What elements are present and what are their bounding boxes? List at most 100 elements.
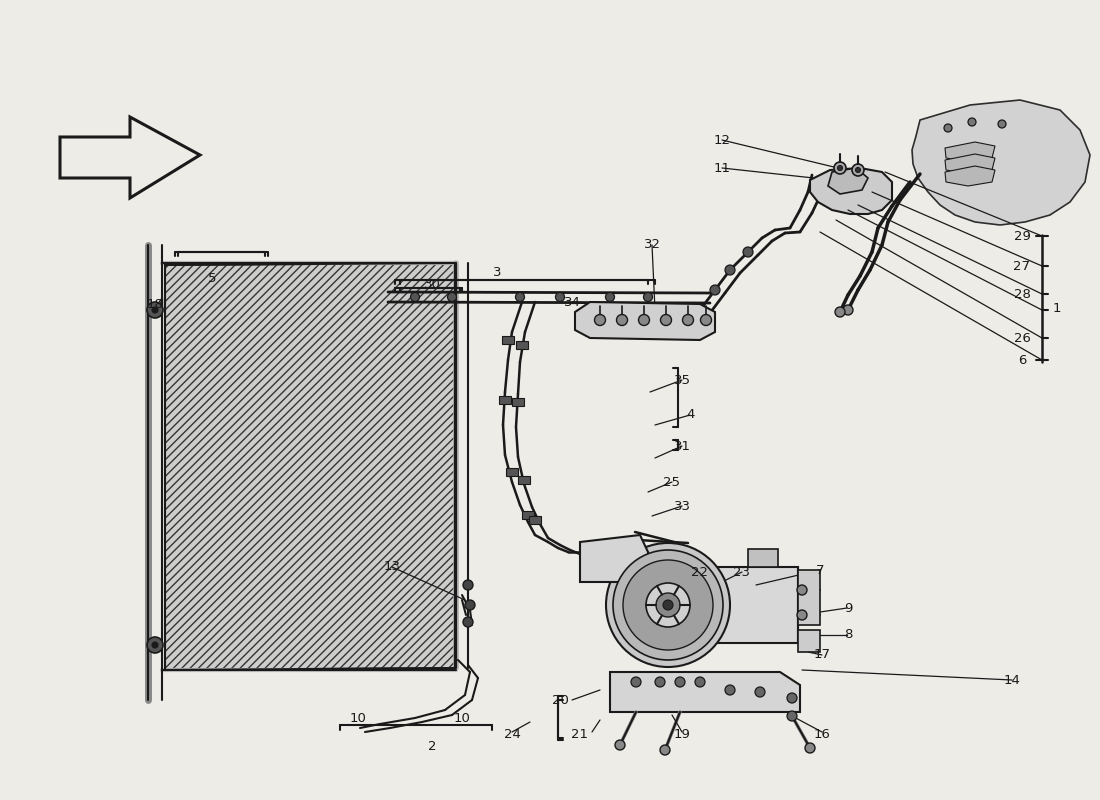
Circle shape (660, 745, 670, 755)
Bar (499, 396, 512, 404)
Circle shape (695, 677, 705, 687)
Circle shape (843, 305, 852, 315)
Circle shape (663, 600, 673, 610)
Polygon shape (810, 168, 892, 214)
Polygon shape (580, 535, 648, 582)
Circle shape (152, 642, 158, 648)
Circle shape (755, 687, 764, 697)
Bar (506, 468, 518, 476)
Circle shape (805, 743, 815, 753)
Text: 27: 27 (1013, 259, 1031, 273)
Text: 35: 35 (673, 374, 691, 386)
Polygon shape (610, 672, 800, 712)
Text: 8: 8 (844, 629, 852, 642)
Circle shape (998, 120, 1006, 128)
Polygon shape (828, 168, 868, 194)
Circle shape (654, 677, 666, 687)
Text: 22: 22 (692, 566, 708, 578)
Text: 4: 4 (686, 409, 695, 422)
Text: 31: 31 (673, 439, 691, 453)
Polygon shape (912, 100, 1090, 225)
Text: 11: 11 (714, 162, 730, 174)
Circle shape (835, 307, 845, 317)
Polygon shape (60, 117, 200, 198)
Circle shape (613, 550, 723, 660)
Text: 18: 18 (146, 298, 164, 311)
Circle shape (616, 314, 627, 326)
Bar (502, 336, 514, 344)
Text: 7: 7 (816, 563, 824, 577)
Polygon shape (945, 166, 996, 186)
Text: 34: 34 (563, 295, 581, 309)
Bar (512, 398, 524, 406)
Circle shape (944, 124, 952, 132)
Text: 17: 17 (814, 649, 830, 662)
Polygon shape (575, 302, 715, 340)
Circle shape (798, 585, 807, 595)
Bar (529, 516, 541, 524)
Text: 33: 33 (673, 499, 691, 513)
Text: 23: 23 (734, 566, 750, 578)
Bar (798, 570, 820, 625)
Text: 30: 30 (424, 278, 440, 290)
Text: 13: 13 (384, 561, 400, 574)
Circle shape (682, 314, 693, 326)
Circle shape (798, 610, 807, 620)
Text: 28: 28 (1013, 287, 1031, 301)
Circle shape (463, 617, 473, 627)
Circle shape (725, 265, 735, 275)
Circle shape (594, 314, 605, 326)
Circle shape (656, 593, 680, 617)
Text: 3: 3 (493, 266, 502, 278)
Bar (748, 549, 778, 567)
Text: 29: 29 (1013, 230, 1031, 242)
Bar (518, 476, 530, 484)
Circle shape (556, 293, 564, 302)
Circle shape (631, 677, 641, 687)
Circle shape (725, 685, 735, 695)
Polygon shape (165, 263, 455, 670)
Text: 10: 10 (453, 711, 471, 725)
Circle shape (646, 583, 690, 627)
Circle shape (856, 167, 860, 173)
Circle shape (606, 543, 730, 667)
Bar (668, 567, 797, 643)
Circle shape (638, 314, 649, 326)
Text: 2: 2 (428, 739, 437, 753)
Text: 32: 32 (644, 238, 660, 251)
Circle shape (615, 740, 625, 750)
Text: 10: 10 (350, 711, 366, 725)
Circle shape (448, 293, 456, 302)
Text: 6: 6 (1018, 354, 1026, 366)
Text: 16: 16 (814, 729, 830, 742)
Bar (516, 341, 528, 349)
Text: 14: 14 (1003, 674, 1021, 686)
Circle shape (152, 307, 158, 313)
Circle shape (516, 293, 525, 302)
Text: 20: 20 (551, 694, 569, 706)
Text: 5: 5 (208, 271, 217, 285)
Text: 25: 25 (663, 475, 681, 489)
Circle shape (852, 164, 864, 176)
Circle shape (660, 314, 671, 326)
Text: 9: 9 (844, 602, 852, 614)
Polygon shape (945, 142, 996, 162)
Text: 21: 21 (572, 729, 588, 742)
Circle shape (623, 560, 713, 650)
Text: 26: 26 (1013, 331, 1031, 345)
Circle shape (605, 293, 615, 302)
Circle shape (968, 118, 976, 126)
Circle shape (147, 302, 163, 318)
Circle shape (834, 162, 846, 174)
Text: 12: 12 (714, 134, 730, 146)
Circle shape (742, 247, 754, 257)
Text: 1: 1 (1053, 302, 1062, 314)
Circle shape (710, 285, 720, 295)
Polygon shape (945, 154, 996, 174)
Circle shape (701, 314, 712, 326)
Text: 24: 24 (504, 729, 520, 742)
Circle shape (786, 711, 798, 721)
Bar (798, 630, 820, 652)
Circle shape (147, 637, 163, 653)
Text: 19: 19 (673, 729, 691, 742)
